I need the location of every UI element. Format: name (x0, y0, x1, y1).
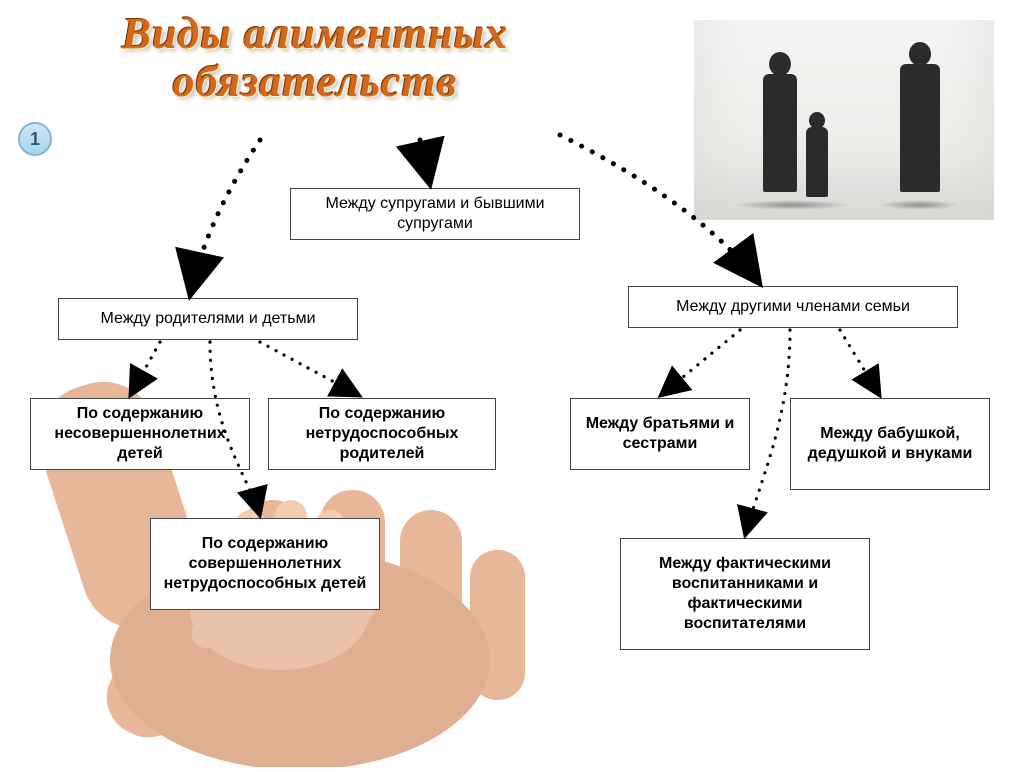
slide-number-badge: 1 (18, 122, 52, 156)
edge-4 (260, 342, 360, 396)
node-n2: Между другими членами семьи (628, 286, 958, 328)
node-n2c: Между фактическими воспитанниками и факт… (620, 538, 870, 650)
node-n2b: Между бабушкой, дедушкой и внуками (790, 398, 990, 490)
node-n1: Между родителями и детьми (58, 298, 358, 340)
node-n1b: По содержанию нетрудоспособных родителей (268, 398, 496, 470)
family-image (694, 20, 994, 220)
edge-3 (130, 342, 160, 396)
title-line1: Виды алиментных (122, 9, 509, 58)
edge-1 (190, 140, 260, 296)
edge-8 (745, 330, 790, 536)
edge-6 (660, 330, 740, 396)
node-n2a: Между братьями и сестрами (570, 398, 750, 470)
edge-0 (420, 140, 430, 185)
node-root: Между супругами и бывшими супругами (290, 188, 580, 240)
node-n1a: По содержанию несовершеннолетних детей (30, 398, 250, 470)
title-line2: обязательств (173, 57, 458, 106)
page-title: Виды алиментных обязательств (55, 10, 575, 107)
edge-7 (840, 330, 880, 396)
node-n1c: По содержанию совершеннолетних нетрудосп… (150, 518, 380, 610)
